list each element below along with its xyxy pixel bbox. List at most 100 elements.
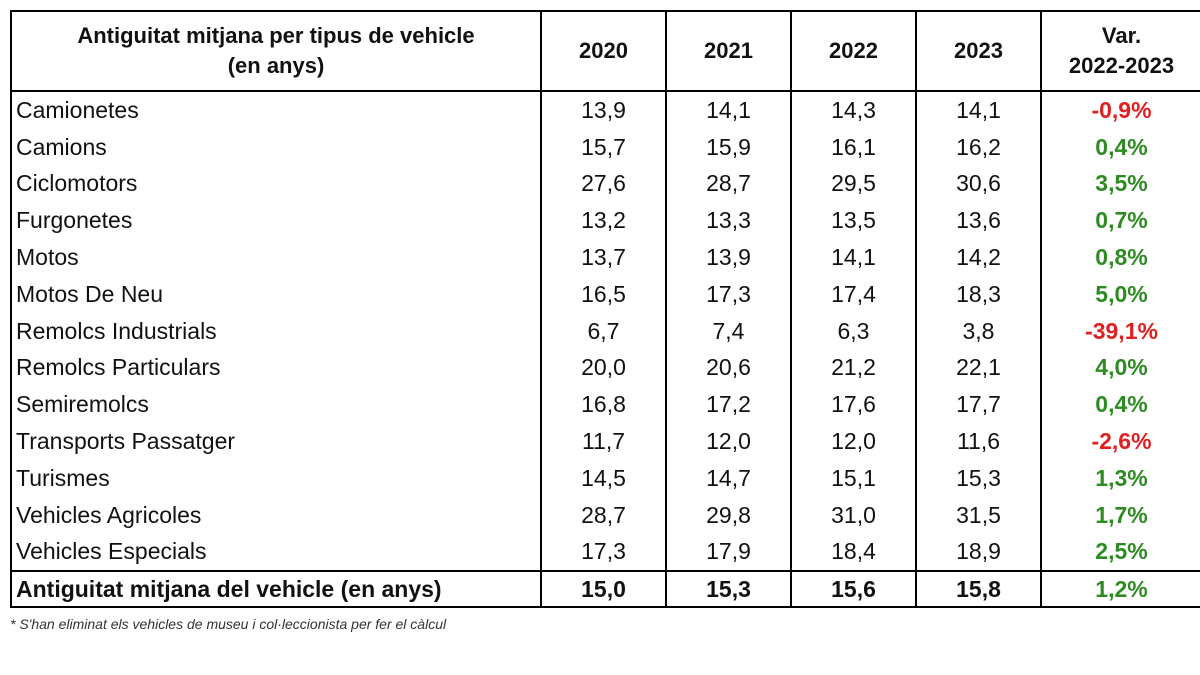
table-row: Remolcs Industrials 6,7 7,4 6,3 3,8 -39,1% <box>10 312 1200 350</box>
value-2021: 7,4 <box>665 312 792 350</box>
value-2021: 28,7 <box>665 165 792 203</box>
row-label: Furgonetes <box>10 202 542 240</box>
value-2023: 18,3 <box>915 275 1042 313</box>
value-2023: 16,2 <box>915 128 1042 166</box>
table-row: Semiremolcs 16,8 17,2 17,6 17,7 0,4% <box>10 386 1200 424</box>
table-row: Ciclomotors 27,6 28,7 29,5 30,6 3,5% <box>10 165 1200 203</box>
variation-value: 0,8% <box>1040 239 1200 276</box>
value-2022: 29,5 <box>790 165 917 203</box>
total-variation: 1,2% <box>1040 570 1200 609</box>
value-2021: 15,9 <box>665 128 792 166</box>
table-container: Antiguitat mitjana per tipus de vehicle … <box>10 10 1200 632</box>
total-value-2023: 15,8 <box>915 570 1042 609</box>
total-label: Antiguitat mitjana del vehicle (en anys) <box>10 570 542 609</box>
table-row: Turismes 14,5 14,7 15,1 15,3 1,3% <box>10 459 1200 497</box>
value-2023: 18,9 <box>915 533 1042 573</box>
value-2020: 13,9 <box>540 91 667 129</box>
row-label: Ciclomotors <box>10 165 542 203</box>
header-var-line2: 2022-2023 <box>1068 53 1175 78</box>
table-row: Camions 15,7 15,9 16,1 16,2 0,4% <box>10 128 1200 166</box>
header-year-2022: 2022 <box>790 10 917 92</box>
value-2022: 14,1 <box>790 239 917 276</box>
value-2023: 30,6 <box>915 165 1042 203</box>
header-title-line2: (en anys) <box>227 53 325 78</box>
value-2022: 6,3 <box>790 312 917 350</box>
value-2023: 22,1 <box>915 349 1042 387</box>
value-2022: 16,1 <box>790 128 917 166</box>
variation-value: -2,6% <box>1040 423 1200 460</box>
value-2021: 14,1 <box>665 91 792 129</box>
variation-value: 1,7% <box>1040 496 1200 534</box>
row-label: Vehicles Especials <box>10 533 542 573</box>
value-2020: 17,3 <box>540 533 667 573</box>
value-2023: 15,3 <box>915 459 1042 497</box>
value-2020: 16,5 <box>540 275 667 313</box>
value-2022: 14,3 <box>790 91 917 129</box>
row-label: Remolcs Industrials <box>10 312 542 350</box>
header-year-2021: 2021 <box>665 10 792 92</box>
value-2022: 31,0 <box>790 496 917 534</box>
value-2020: 6,7 <box>540 312 667 350</box>
header-year-2023: 2023 <box>915 10 1042 92</box>
header-variation: Var. 2022-2023 <box>1040 10 1200 92</box>
value-2022: 21,2 <box>790 349 917 387</box>
vehicle-age-table: Antiguitat mitjana per tipus de vehicle … <box>10 10 1200 609</box>
value-2023: 13,6 <box>915 202 1042 240</box>
table-row: Remolcs Particulars 20,0 20,6 21,2 22,1 4,0% <box>10 349 1200 387</box>
value-2020: 27,6 <box>540 165 667 203</box>
value-2022: 15,1 <box>790 459 917 497</box>
variation-value: 4,0% <box>1040 349 1200 387</box>
variation-value: 0,7% <box>1040 202 1200 240</box>
value-2023: 3,8 <box>915 312 1042 350</box>
value-2021: 17,3 <box>665 275 792 313</box>
row-label: Transports Passatger <box>10 423 542 460</box>
row-label: Camionetes <box>10 91 542 129</box>
value-2020: 13,7 <box>540 239 667 276</box>
footnote: * S'han eliminat els vehicles de museu i… <box>10 616 447 633</box>
value-2023: 17,7 <box>915 386 1042 424</box>
value-2020: 16,8 <box>540 386 667 424</box>
variation-value: 0,4% <box>1040 128 1200 166</box>
value-2022: 18,4 <box>790 533 917 573</box>
value-2023: 14,2 <box>915 239 1042 276</box>
value-2021: 17,2 <box>665 386 792 424</box>
value-2022: 17,6 <box>790 386 917 424</box>
table-row: Motos De Neu 16,5 17,3 17,4 18,3 5,0% <box>10 275 1200 313</box>
value-2020: 11,7 <box>540 423 667 460</box>
row-label: Semiremolcs <box>10 386 542 424</box>
variation-value: -0,9% <box>1040 91 1200 129</box>
value-2021: 17,9 <box>665 533 792 573</box>
table-row: Transports Passatger 11,7 12,0 12,0 11,6 -2,6… <box>10 423 1200 460</box>
variation-value: 2,5% <box>1040 533 1200 573</box>
value-2022: 17,4 <box>790 275 917 313</box>
value-2022: 13,5 <box>790 202 917 240</box>
table-row: Vehicles Especials 17,3 17,9 18,4 18,9 2,5% <box>10 533 1200 573</box>
value-2020: 14,5 <box>540 459 667 497</box>
variation-value: 0,4% <box>1040 386 1200 424</box>
value-2020: 13,2 <box>540 202 667 240</box>
value-2023: 31,5 <box>915 496 1042 534</box>
header-var-line1: Var. <box>1101 23 1142 48</box>
total-row: Antiguitat mitjana del vehicle (en anys)… <box>10 570 1200 609</box>
value-2021: 13,9 <box>665 239 792 276</box>
value-2021: 12,0 <box>665 423 792 460</box>
row-label: Turismes <box>10 459 542 497</box>
row-label: Motos <box>10 239 542 276</box>
header-row: Antiguitat mitjana per tipus de vehicle … <box>10 10 1200 92</box>
value-2020: 15,7 <box>540 128 667 166</box>
header-year-2020: 2020 <box>540 10 667 92</box>
value-2023: 11,6 <box>915 423 1042 460</box>
value-2021: 29,8 <box>665 496 792 534</box>
total-value-2022: 15,6 <box>790 570 917 609</box>
total-value-2020: 15,0 <box>540 570 667 609</box>
header-title-line1: Antiguitat mitjana per tipus de vehicle <box>77 23 475 48</box>
value-2021: 20,6 <box>665 349 792 387</box>
value-2021: 14,7 <box>665 459 792 497</box>
variation-value: -39,1% <box>1040 312 1200 350</box>
table-row: Motos 13,7 13,9 14,1 14,2 0,8% <box>10 239 1200 276</box>
value-2023: 14,1 <box>915 91 1042 129</box>
total-value-2021: 15,3 <box>665 570 792 609</box>
row-label: Camions <box>10 128 542 166</box>
variation-value: 3,5% <box>1040 165 1200 203</box>
header-category: Antiguitat mitjana per tipus de vehicle … <box>10 10 542 92</box>
